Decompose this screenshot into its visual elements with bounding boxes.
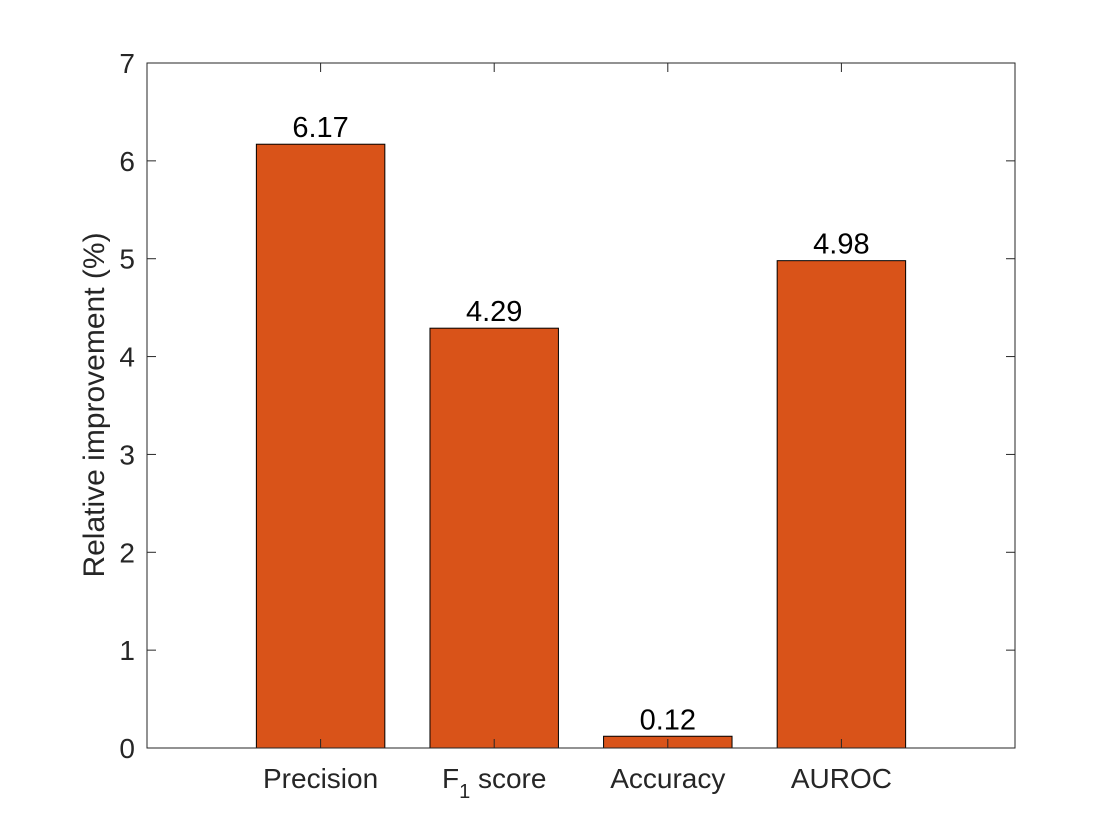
x-tick-label-tail: score bbox=[470, 763, 546, 794]
x-tick-label: AUROC bbox=[791, 763, 892, 794]
bars-group bbox=[255, 143, 907, 749]
x-tick-label-main: F bbox=[442, 763, 459, 794]
y-tick-label: 5 bbox=[119, 244, 135, 275]
y-tick-label: 3 bbox=[119, 439, 135, 470]
y-tick-label: 1 bbox=[119, 635, 135, 666]
axes-box bbox=[146, 62, 1016, 749]
x-ticks-group: Precision F1 score Accuracy AUROC bbox=[263, 63, 892, 803]
x-tick-label: F1 score bbox=[442, 763, 546, 803]
y-tick-label: 0 bbox=[119, 733, 135, 764]
y-axis-label: Relative improvement (%) bbox=[78, 232, 111, 577]
bar bbox=[255, 143, 386, 749]
bar bbox=[776, 260, 907, 749]
x-tick-label-subscript: 1 bbox=[459, 781, 470, 803]
data-labels-group: 6.17 4.29 0.12 4.98 bbox=[292, 112, 869, 736]
x-tick-label-main: AUROC bbox=[791, 763, 892, 794]
data-label: 4.98 bbox=[813, 229, 869, 261]
y-tick-label: 2 bbox=[119, 537, 135, 568]
data-label: 6.17 bbox=[292, 112, 348, 144]
data-label: 4.29 bbox=[466, 296, 522, 328]
bar bbox=[429, 327, 559, 749]
data-label: 0.12 bbox=[640, 704, 696, 736]
y-tick-label: 7 bbox=[119, 48, 135, 79]
y-tick-label: 4 bbox=[119, 342, 135, 373]
x-tick-label-main: Accuracy bbox=[610, 763, 725, 794]
y-tick-label: 6 bbox=[119, 146, 135, 177]
x-tick-label: Accuracy bbox=[610, 763, 725, 794]
x-tick-label-main: Precision bbox=[263, 763, 378, 794]
y-ticks-group: 0 1 2 3 4 5 6 7 bbox=[119, 48, 1015, 764]
x-tick-label: Precision bbox=[263, 763, 378, 794]
